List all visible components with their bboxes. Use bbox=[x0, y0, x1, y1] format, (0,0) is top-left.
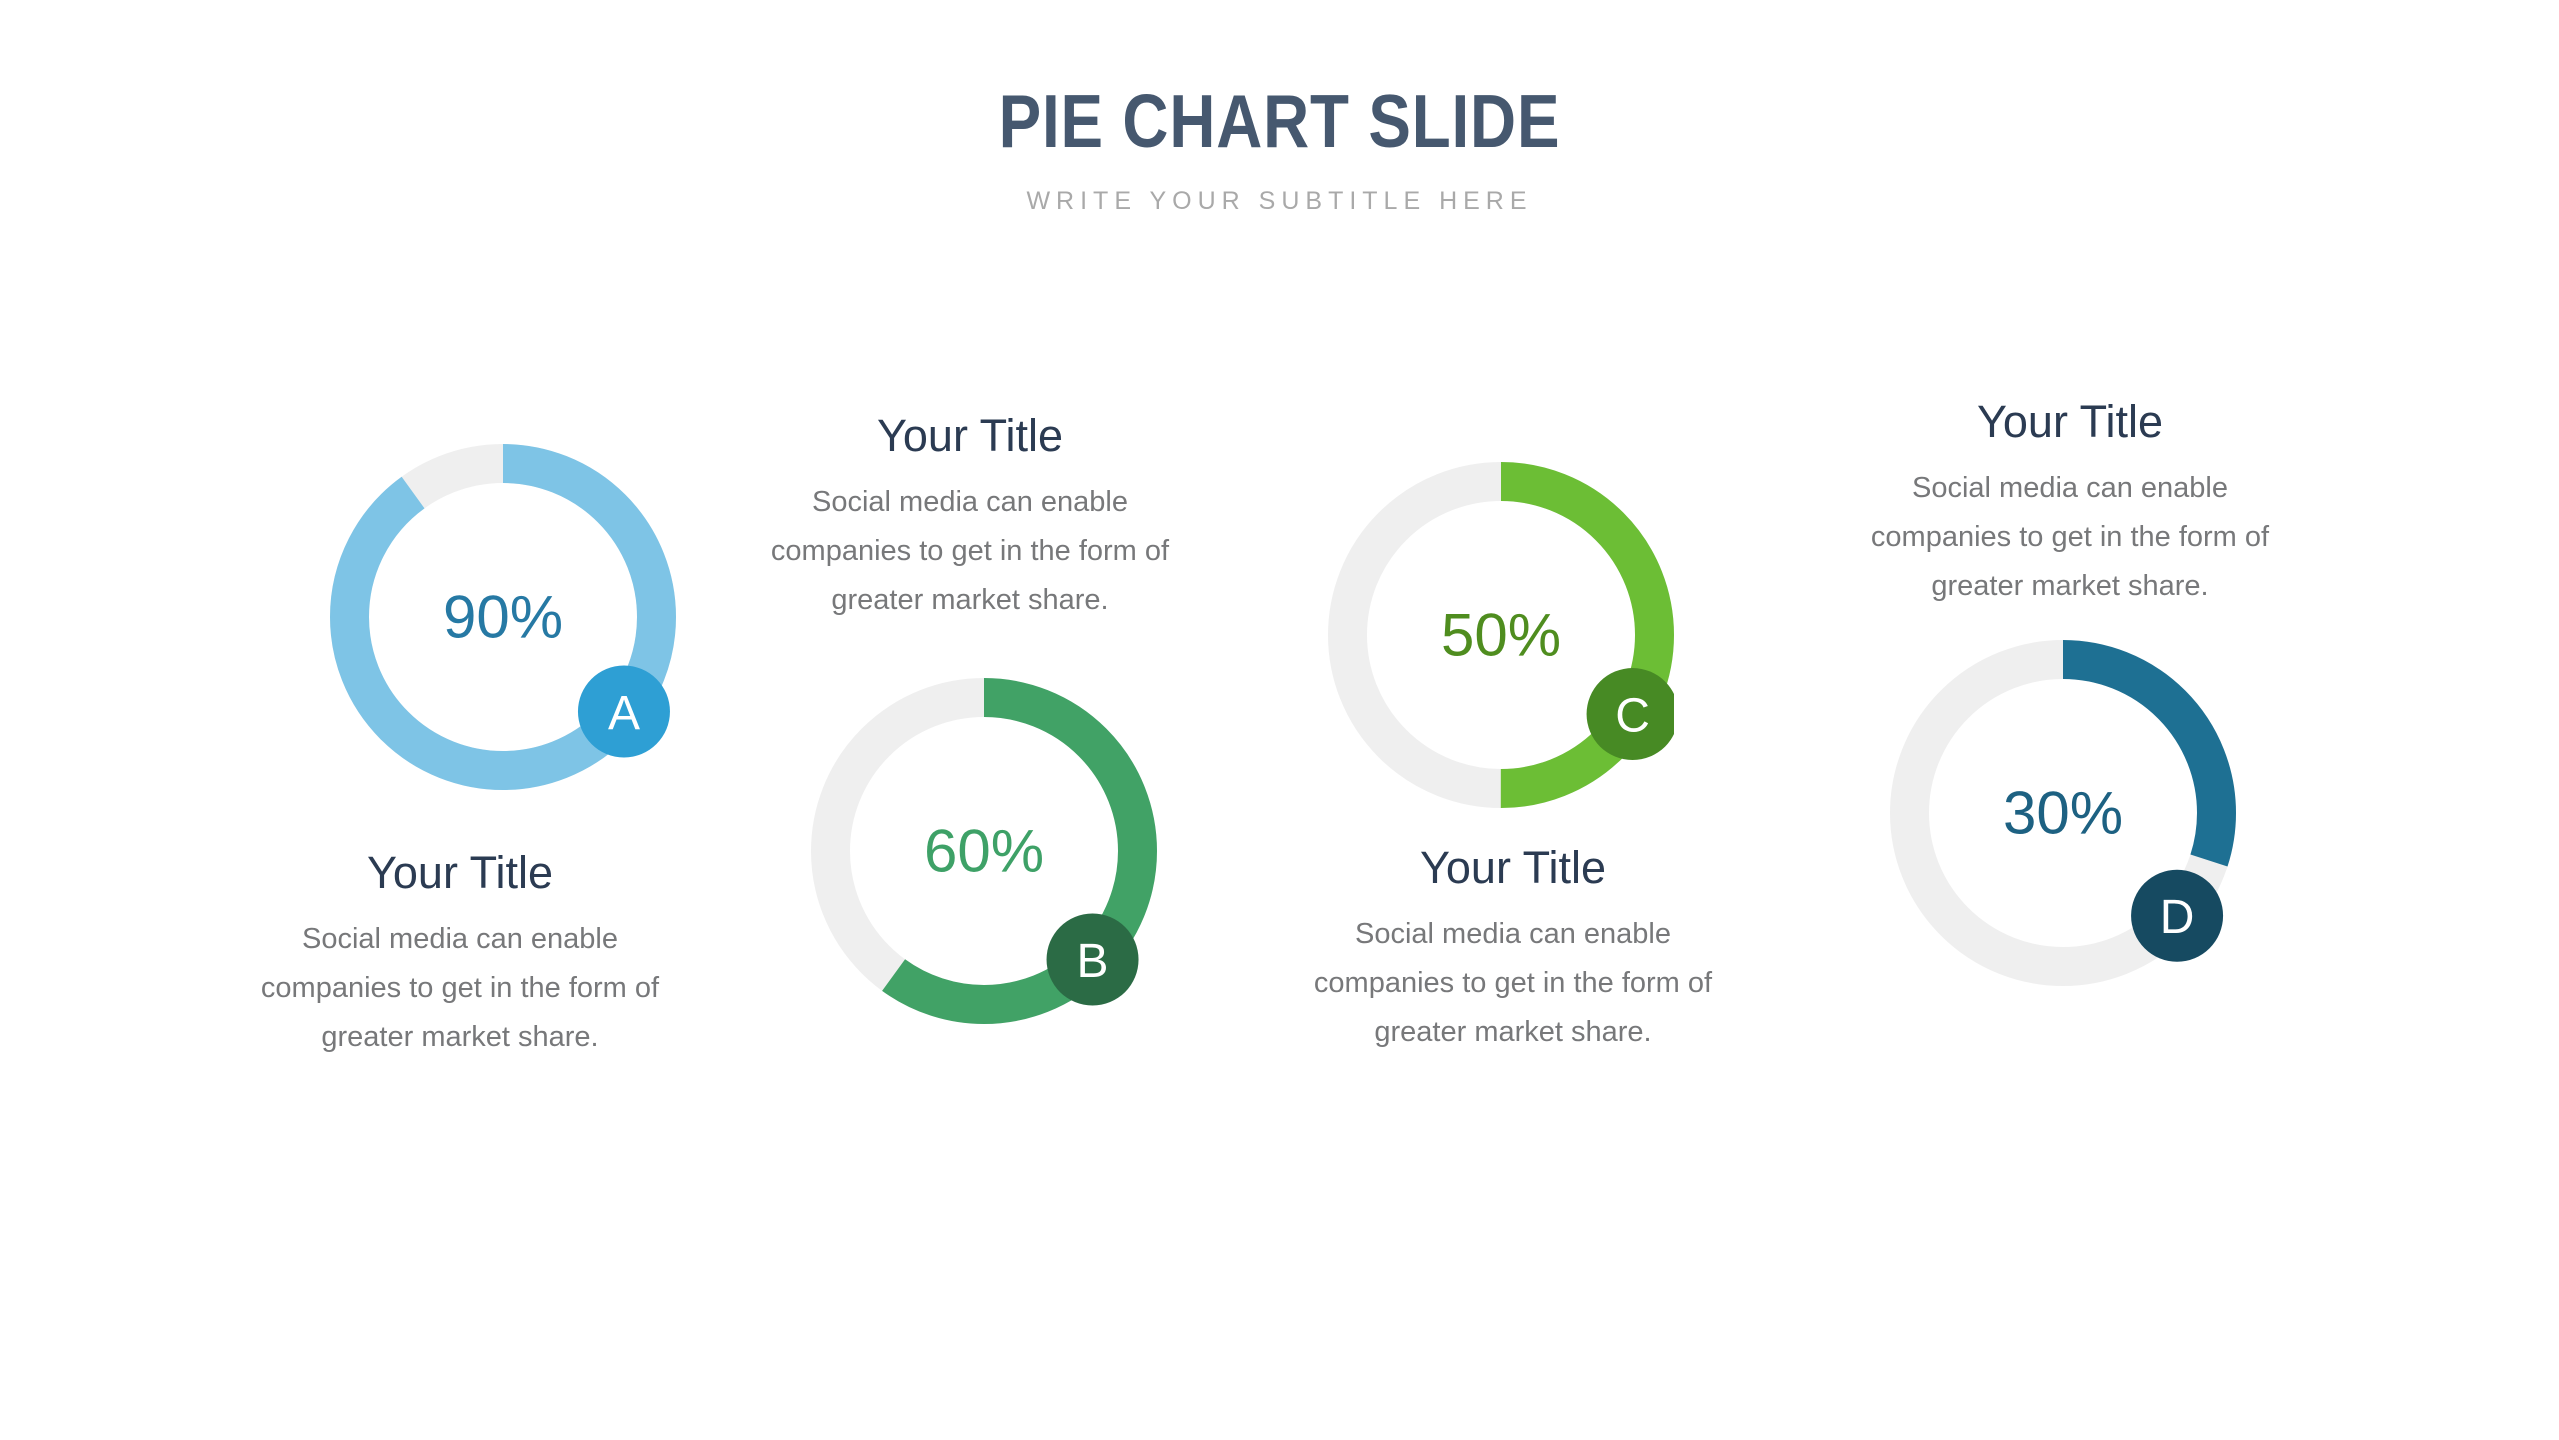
chart-a-caption-line: Social media can enable bbox=[302, 923, 618, 955]
badge-a-circle bbox=[577, 665, 670, 758]
chart-a-caption-title: Your Title bbox=[367, 847, 553, 898]
badge-d-letter: D bbox=[2160, 891, 2195, 944]
chart-c-caption-title: Your Title bbox=[1420, 842, 1606, 893]
chart-d-caption-title: Your Title bbox=[1977, 396, 2163, 447]
slide-title: PIE CHART SLIDE bbox=[998, 79, 1561, 163]
badge-b-circle bbox=[1046, 913, 1139, 1006]
donut-chart-a: 90% A bbox=[330, 444, 676, 790]
badge-d-circle bbox=[2131, 869, 2224, 962]
slide-subtitle: WRITE YOUR SUBTITLE HERE bbox=[1026, 187, 1533, 215]
chart-c-caption-line: companies to get in the form of bbox=[1313, 967, 1713, 999]
slide-header: PIE CHART SLIDE WRITE YOUR SUBTITLE HERE bbox=[0, 84, 2559, 216]
donut-arc bbox=[330, 444, 676, 790]
chart-d-caption-line: companies to get in the form of bbox=[1870, 521, 2270, 553]
chart-a-value: 90% bbox=[443, 584, 563, 651]
chart-b-caption-line: greater market share. bbox=[831, 584, 1109, 616]
donut-arc bbox=[811, 678, 1157, 1024]
chart-b-caption-title: Your Title bbox=[877, 410, 1063, 461]
badge-c-circle bbox=[1586, 668, 1674, 761]
chart-b-value: 60% bbox=[924, 818, 1044, 885]
donut-chart-d: 30% D bbox=[1890, 640, 2236, 986]
donut-chart-c: 50% C bbox=[1328, 462, 1674, 808]
chart-b-caption-line: Social media can enable bbox=[812, 486, 1128, 518]
donut-chart-b: 60% B bbox=[811, 678, 1157, 1024]
chart-c-caption: Your Title Social media can enable compa… bbox=[1303, 840, 1723, 1057]
chart-a-caption-line: companies to get in the form of bbox=[260, 972, 660, 1004]
chart-a-caption-line: greater market share. bbox=[321, 1021, 599, 1053]
chart-d-value: 30% bbox=[2003, 780, 2123, 847]
chart-b-caption: Your Title Social media can enable compa… bbox=[760, 408, 1180, 625]
chart-d-caption-line: Social media can enable bbox=[1912, 472, 2228, 504]
chart-b-caption-line: companies to get in the form of bbox=[770, 535, 1170, 567]
chart-d-caption: Your Title Social media can enable compa… bbox=[1860, 394, 2280, 611]
chart-c-caption-line: greater market share. bbox=[1374, 1016, 1652, 1048]
badge-c-letter: C bbox=[1615, 690, 1650, 743]
chart-c-caption-line: Social media can enable bbox=[1355, 918, 1671, 950]
donut-arc bbox=[1328, 462, 1674, 808]
badge-a-letter: A bbox=[608, 687, 640, 740]
donut-arc bbox=[1890, 640, 2236, 986]
chart-c-value: 50% bbox=[1441, 602, 1561, 669]
chart-d-caption-line: greater market share. bbox=[1931, 570, 2209, 602]
badge-b-letter: B bbox=[1077, 935, 1109, 988]
chart-a-caption: Your Title Social media can enable compa… bbox=[250, 845, 670, 1062]
